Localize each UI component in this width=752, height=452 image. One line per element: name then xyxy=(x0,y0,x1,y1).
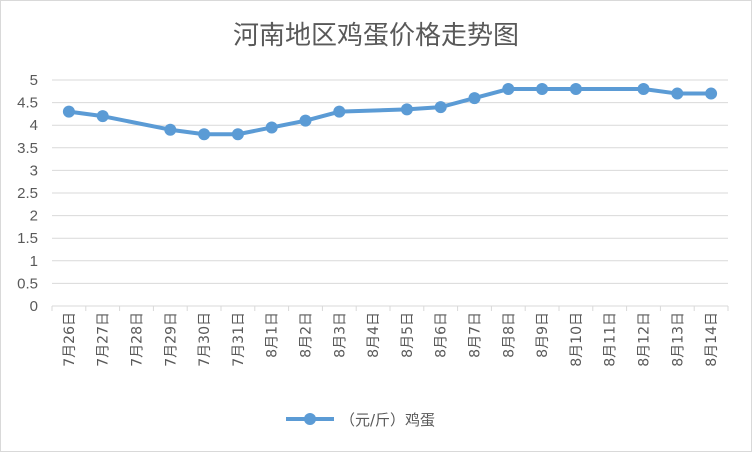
x-tick-label: 7月29日 xyxy=(163,312,179,367)
data-point[interactable] xyxy=(62,105,75,118)
y-tick-label: 1.5 xyxy=(17,230,38,247)
x-axis xyxy=(51,305,729,311)
x-tick-label: 8月1日 xyxy=(265,312,281,358)
y-tick-label: 2 xyxy=(30,208,38,225)
data-point[interactable] xyxy=(299,114,312,127)
y-tick-label: 5 xyxy=(30,72,38,89)
data-point[interactable] xyxy=(671,87,684,100)
data-point[interactable] xyxy=(536,83,549,96)
x-tick-label: 8月7日 xyxy=(468,312,484,358)
data-point[interactable] xyxy=(434,101,447,114)
data-point[interactable] xyxy=(333,105,346,118)
x-tick-label: 8月12日 xyxy=(637,312,653,367)
y-axis-ticks: 0 0.5 1 1.5 2 2.5 3 3.5 4 4.5 5 xyxy=(17,72,38,315)
y-tick-label: 3 xyxy=(30,162,38,179)
y-tick-label: 2.5 xyxy=(17,185,38,202)
data-point[interactable] xyxy=(231,128,244,141)
data-point[interactable] xyxy=(569,83,582,96)
data-point[interactable] xyxy=(400,103,413,116)
x-tick-label: 8月11日 xyxy=(603,312,619,367)
data-point[interactable] xyxy=(502,83,515,96)
y-tick-label: 0.5 xyxy=(17,275,38,292)
x-tick-label: 8月3日 xyxy=(332,312,348,358)
x-tick-label: 8月14日 xyxy=(704,312,720,367)
data-point[interactable] xyxy=(198,128,211,141)
x-tick-label: 7月27日 xyxy=(96,312,112,367)
legend-marker-icon xyxy=(304,413,316,425)
data-point[interactable] xyxy=(705,87,718,100)
x-tick-label: 8月8日 xyxy=(501,312,517,358)
y-tick-label: 3.5 xyxy=(17,140,38,157)
y-tick-label: 4 xyxy=(30,117,38,134)
data-point[interactable] xyxy=(468,92,481,105)
grid-lines xyxy=(52,79,728,284)
x-tick-label: 7月30日 xyxy=(197,312,213,367)
x-tick-label: 7月26日 xyxy=(62,312,78,367)
x-tick-label: 8月4日 xyxy=(366,312,382,358)
y-tick-label: 4.5 xyxy=(17,95,38,112)
x-tick-label: 7月28日 xyxy=(130,312,146,367)
series-layer xyxy=(62,83,718,141)
data-point[interactable] xyxy=(265,121,278,134)
data-point[interactable] xyxy=(96,110,109,123)
legend-label: （元/斤）鸡蛋 xyxy=(340,411,435,429)
data-point[interactable] xyxy=(164,123,177,136)
y-tick-label: 1 xyxy=(30,253,38,270)
x-tick-label: 8月2日 xyxy=(299,312,315,358)
x-axis-ticks: 7月26日 7月27日 7月28日 7月29日 7月30日 7月31日 8月1日 8月2日 8月… xyxy=(62,312,720,367)
x-tick-label: 7月31日 xyxy=(231,312,247,367)
y-tick-label: 0 xyxy=(30,298,38,315)
data-point[interactable] xyxy=(637,83,650,96)
x-tick-label: 8月9日 xyxy=(535,312,551,358)
x-tick-label: 8月13日 xyxy=(670,312,686,367)
x-tick-label: 8月10日 xyxy=(569,312,585,367)
x-tick-label: 8月6日 xyxy=(434,312,450,358)
legend[interactable]: （元/斤）鸡蛋 xyxy=(286,411,435,429)
chart-title: 河南地区鸡蛋价格走势图 xyxy=(233,21,519,51)
x-tick-label: 8月5日 xyxy=(400,312,416,358)
